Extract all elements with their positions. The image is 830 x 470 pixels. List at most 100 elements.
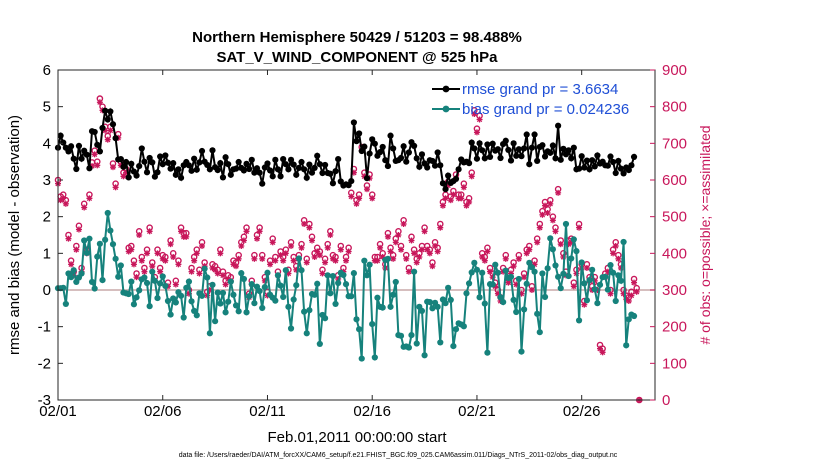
obs-assimilated-marker (413, 259, 420, 266)
rmse-point (227, 171, 234, 178)
rmse-point (468, 139, 475, 146)
rmse-point (277, 173, 284, 180)
obs-assimilated-marker (149, 263, 156, 270)
obs-assimilated-marker (170, 254, 177, 260)
bias-point (366, 261, 373, 268)
bias-point (295, 255, 302, 262)
rmse-point (225, 161, 232, 168)
obs-assimilated-marker (267, 261, 274, 268)
obs-assimilated-marker (557, 241, 564, 248)
bias-point (70, 267, 77, 274)
rmse-point (497, 154, 504, 162)
bias-point (565, 272, 572, 280)
rmse-point (209, 147, 216, 154)
bias-point (136, 287, 143, 294)
bias-point (62, 300, 69, 308)
bias-point (117, 262, 124, 269)
bias-point (201, 265, 208, 272)
bias-point (154, 294, 161, 302)
rmse-point (523, 131, 530, 138)
obs-assimilated-marker (356, 195, 363, 202)
rmse-point (188, 167, 195, 174)
rmse-point (437, 162, 444, 169)
bias-point (602, 273, 609, 280)
chart-subtitle: SAT_V_WIND_COMPONENT @ 525 hPa (216, 49, 498, 66)
rmse-point (314, 152, 321, 159)
footnote: data file: /Users/raeder/DAI/ATM_forcXX/… (179, 452, 618, 459)
bias-point (353, 316, 360, 323)
rmse-point (510, 140, 517, 147)
rmse-point (159, 161, 166, 168)
bias-point (568, 255, 575, 262)
obs-assimilated-marker (581, 301, 588, 308)
rmse-point (206, 166, 213, 173)
obs-assimilated-marker (188, 268, 195, 275)
bias-point (306, 307, 313, 314)
rmse-point (356, 130, 363, 137)
rmse-point (256, 169, 263, 176)
rmse-point (167, 165, 174, 172)
obs-assimilated-marker (240, 237, 247, 244)
bias-point (447, 296, 454, 303)
y-tick-label: 6 (43, 62, 51, 79)
y2-tick-label: 700 (662, 135, 687, 152)
bias-point (356, 326, 363, 333)
obs-assimilated-marker (191, 257, 198, 264)
bias-point (240, 275, 248, 283)
bias-point (518, 348, 525, 355)
rmse-point (172, 171, 179, 178)
obs-assimilated-marker (526, 246, 533, 253)
bias-point (164, 297, 172, 305)
rmse-point (321, 161, 329, 169)
bias-point (112, 255, 119, 262)
rmse-point (416, 163, 423, 170)
rmse-point (630, 153, 638, 160)
bias-point (586, 277, 593, 284)
obs-assimilated-marker (387, 248, 394, 255)
bias-point (94, 253, 101, 260)
obs-assimilated-marker (555, 189, 562, 196)
rmse-point (384, 162, 392, 170)
obs-assimilated-marker (96, 99, 103, 106)
rmse-point (507, 157, 515, 164)
rmse-point (141, 158, 148, 165)
rmse-point (264, 160, 271, 167)
bias-point (560, 270, 567, 277)
obs-assimilated-marker (272, 257, 279, 264)
x-tick-label: 02/16 (353, 403, 391, 420)
y2-tick-label: 0 (662, 392, 670, 409)
obs-assimilated-marker (175, 261, 182, 268)
bias-point (570, 236, 577, 243)
legend-rmse-marker (442, 85, 450, 93)
rmse-point (154, 169, 161, 176)
obs-assimilated-marker (628, 292, 635, 299)
bias-point (500, 299, 507, 306)
bias-point (125, 290, 132, 298)
bias-point (536, 329, 543, 336)
bias-point (418, 307, 426, 314)
rmse-point (287, 156, 295, 163)
y2-tick-label: 200 (662, 319, 687, 336)
rmse-point (628, 162, 635, 169)
rmse-point (196, 159, 203, 166)
bias-point (450, 343, 457, 350)
obs-assimilated-marker (597, 345, 604, 352)
bias-point (471, 259, 478, 266)
obs-assimilated-marker (476, 116, 483, 123)
rmse-point (198, 147, 206, 155)
obs-assimilated-marker (162, 257, 169, 264)
rmse-point (136, 162, 143, 170)
rmse-point (122, 158, 130, 166)
obs-assimilated-marker (434, 248, 441, 255)
obs-assimilated-marker (542, 202, 549, 209)
bias-point (610, 269, 617, 276)
rmse-point (452, 175, 460, 182)
bias-point (311, 291, 318, 298)
legend-bias-marker (442, 105, 450, 113)
rmse-point (455, 166, 462, 173)
rmse-point (109, 121, 117, 128)
bias-point (445, 284, 452, 291)
rmse-point (99, 124, 106, 132)
bias-point (363, 272, 371, 279)
bias-point (86, 235, 93, 242)
